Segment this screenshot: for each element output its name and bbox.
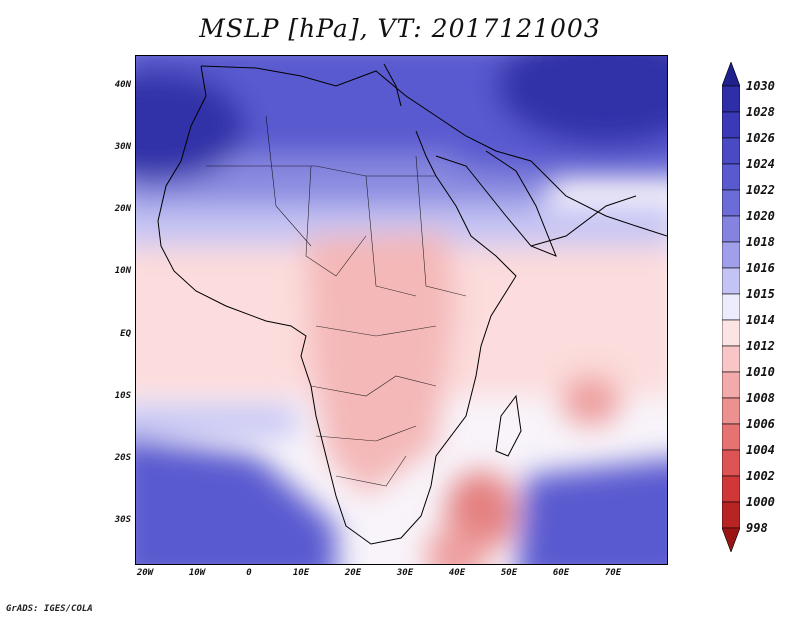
lon-label-10e: 10E [292, 568, 310, 578]
colorbar-top-triangle [722, 62, 740, 87]
chart-title: MSLP [hPa], VT: 2017121003 [199, 14, 601, 43]
lat-label-10n: 10N [114, 266, 131, 276]
lat-label-20n: 20N [114, 204, 131, 214]
colorbar-cell [722, 85, 740, 113]
colorbar-cell [722, 293, 740, 321]
colorbar-cell [722, 241, 740, 269]
colorbar-label: 1024 [746, 157, 775, 171]
colorbar-label: 1030 [746, 79, 775, 93]
colorbar-cell [722, 345, 740, 373]
lon-label-60e: 60E [552, 568, 570, 578]
colorbar-label: 1002 [746, 469, 775, 483]
low-pressure-south [426, 526, 486, 564]
colorbar-cell [722, 111, 740, 139]
colorbar-label: 1018 [746, 235, 775, 249]
lat-label-30s: 30S [114, 515, 131, 525]
pressure-field [136, 56, 667, 564]
country-borders [206, 115, 467, 487]
colorbar-label: 1006 [746, 417, 775, 431]
colorbar-bottom-triangle [722, 527, 740, 552]
lon-label-50e: 50E [500, 568, 518, 578]
colorbar-label: 1026 [746, 131, 775, 145]
transition-south [136, 406, 296, 436]
colorbar-label: 1016 [746, 261, 775, 275]
high-pressure-south-indian [518, 459, 667, 564]
colorbar-cell [722, 215, 740, 243]
colorbar-label: 1008 [746, 391, 775, 405]
coastlines [157, 63, 667, 545]
colorbar-cell [722, 475, 740, 503]
lon-label-20e: 20E [344, 568, 362, 578]
colorbar-cell [722, 319, 740, 347]
colorbar-cell [722, 189, 740, 217]
colorbar-label: 1028 [746, 105, 775, 119]
colorbar-label: 1004 [746, 443, 775, 457]
high-pressure-south-atlantic [136, 438, 336, 564]
colorbar-cell [722, 397, 740, 425]
lat-label-20s: 20S [114, 453, 131, 463]
colorbar-cell [722, 267, 740, 295]
lon-label-30e: 30E [396, 568, 414, 578]
colorbar [722, 62, 740, 552]
high-pressure-asia [496, 56, 667, 146]
colorbar-label: 1000 [746, 495, 775, 509]
lon-label-10w: 10W [188, 568, 206, 578]
colorbar-label: 998 [746, 521, 768, 535]
colorbar-cell [722, 163, 740, 191]
colorbar-label: 1010 [746, 365, 775, 379]
lon-label-0: 0 [246, 568, 252, 578]
colorbar-cell [722, 449, 740, 477]
colorbar-cell [722, 137, 740, 165]
lat-label-eq: EQ [120, 329, 131, 339]
colorbar-cell [722, 423, 740, 451]
credit-text: GrADS: IGES/COLA [6, 604, 93, 614]
lon-label-40e: 40E [448, 568, 466, 578]
lon-label-20w: 20W [136, 568, 154, 578]
colorbar-label: 1015 [746, 287, 775, 301]
colorbar-label: 1014 [746, 313, 775, 327]
colorbar-cell [722, 501, 740, 529]
lat-label-30n: 30N [114, 142, 131, 152]
low-pressure-africa [306, 231, 456, 496]
lon-label-70e: 70E [604, 568, 622, 578]
colorbar-cell [722, 371, 740, 399]
colorbar-label: 1022 [746, 183, 775, 197]
lat-label-40n: 40N [114, 80, 131, 90]
low-pressure-indian-ocean [561, 376, 621, 426]
map-panel [135, 55, 668, 565]
lat-label-10s: 10S [114, 391, 131, 401]
colorbar-label: 1020 [746, 209, 775, 223]
colorbar-label: 1012 [746, 339, 775, 353]
